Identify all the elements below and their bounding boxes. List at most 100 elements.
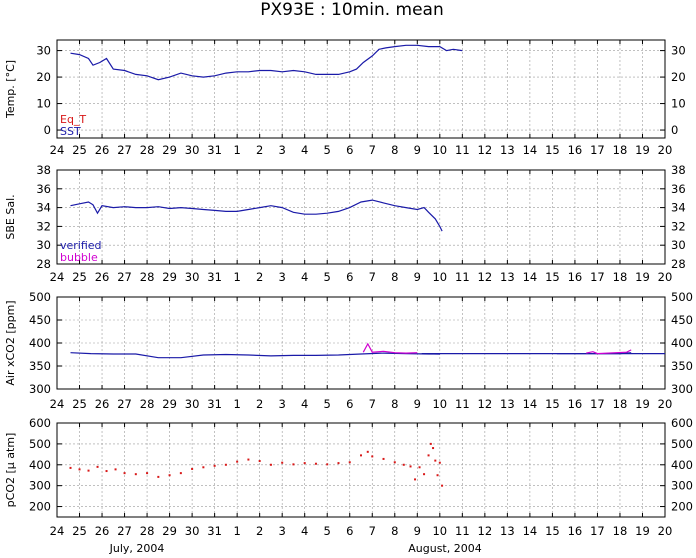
data-layer: [70, 342, 665, 359]
y-tick-label-left: 500: [29, 437, 51, 451]
data-point: [281, 461, 284, 464]
series-line-1: [70, 44, 463, 81]
data-point: [371, 455, 374, 458]
x-tick-label: 31: [207, 524, 222, 538]
plot-frame: [56, 296, 666, 390]
x-tick-label: 6: [346, 270, 353, 284]
y-axis-label: SBE Sal.: [4, 194, 17, 239]
x-tick-label: 27: [117, 524, 132, 538]
x-tick-label: 11: [455, 143, 470, 157]
x-tick-label: 17: [590, 270, 605, 284]
x-tick-label: 7: [369, 143, 376, 157]
data-point: [414, 478, 417, 481]
data-point: [134, 473, 137, 476]
y-tick-label-left: 200: [29, 500, 51, 514]
data-point: [78, 468, 81, 471]
y-tick-label-left: 20: [36, 70, 51, 84]
y-tick-label-right: 500: [671, 290, 693, 304]
y-tick-label-left: 350: [29, 359, 51, 373]
x-tick-label: 1: [233, 524, 240, 538]
x-tick-label: 24: [50, 524, 65, 538]
data-point: [429, 442, 432, 445]
x-tick-label: 13: [500, 524, 515, 538]
x-tick-label: 15: [545, 397, 560, 411]
x-tick-label: 28: [140, 270, 155, 284]
y-tick-label-right: 450: [671, 313, 693, 327]
series-line-6: [586, 349, 632, 355]
x-tick-label: 8: [391, 270, 398, 284]
data-point: [436, 474, 439, 477]
y-tick-label-left: 400: [29, 458, 51, 472]
data-point: [269, 463, 272, 466]
x-tick-label: 9: [414, 143, 421, 157]
data-point: [432, 447, 435, 450]
data-point: [123, 472, 126, 475]
plot-frame: [56, 39, 666, 139]
x-tick-label: 13: [500, 397, 515, 411]
x-tick-label: 6: [346, 397, 353, 411]
x-tick-label: 30: [185, 524, 200, 538]
data-point: [393, 461, 396, 464]
x-tick-label: 16: [568, 397, 583, 411]
x-tick-label: 25: [72, 524, 87, 538]
y-tick-label-right: 28: [671, 257, 686, 271]
x-tick-label: 5: [324, 143, 331, 157]
y-tick-label-right: 200: [671, 500, 693, 514]
legend-entry: verified: [60, 239, 102, 252]
y-tick-label-right: 400: [671, 336, 693, 350]
x-tick-label: 2: [256, 270, 263, 284]
x-tick-label: 24: [50, 397, 65, 411]
x-tick-label: 12: [478, 270, 493, 284]
x-tick-label: 30: [185, 397, 200, 411]
x-tick-label: 12: [478, 143, 493, 157]
x-tick-label: 16: [568, 524, 583, 538]
data-layer: [69, 442, 444, 487]
x-tick-label: 30: [185, 143, 200, 157]
y-tick-label-left: 450: [29, 313, 51, 327]
month-label-july: July, 2004: [109, 542, 165, 555]
x-tick-label: 18: [613, 524, 628, 538]
series-line-1: [70, 352, 440, 359]
y-axis-label: pCO2 [μ atm]: [4, 433, 17, 508]
data-point: [427, 454, 430, 457]
y-tick-label-left: 38: [36, 163, 51, 177]
x-tick-label: 2: [256, 143, 263, 157]
x-tick-label: 25: [72, 270, 87, 284]
y-tick-label-left: 34: [36, 201, 51, 215]
data-point: [382, 457, 385, 460]
x-tick-label: 20: [658, 524, 673, 538]
x-tick-label: 18: [613, 143, 628, 157]
x-tick-label: 1: [233, 143, 240, 157]
data-point: [179, 472, 182, 475]
x-tick-label: 8: [391, 524, 398, 538]
data-point: [326, 463, 329, 466]
panel-2: 24 25 26 27 28 29 30 31 1 2 3 4 5 6 7 8 9 10 11 12 13 14 15 16 1…: [4, 163, 686, 284]
data-point: [423, 473, 426, 476]
legend-entry: bubble: [60, 251, 98, 264]
x-tick-label: 25: [72, 143, 87, 157]
x-tick-label: 24: [50, 143, 65, 157]
y-tick-label-left: 30: [36, 44, 51, 58]
data-point: [87, 469, 90, 472]
x-tick-label: 12: [478, 524, 493, 538]
data-point: [168, 474, 171, 477]
panel-3: 24 25 26 27 28 29 30 31 1 2 3 4 5 6 7 8 9 10 11 12 13 14 15 16 1…: [4, 290, 693, 411]
x-tick-label: 14: [523, 143, 538, 157]
x-tick-label: 27: [117, 397, 132, 411]
x-tick-label: 19: [635, 270, 650, 284]
x-tick-label: 28: [140, 143, 155, 157]
x-tick-label: 19: [635, 524, 650, 538]
y-tick-label-right: 400: [671, 458, 693, 472]
data-point: [105, 470, 108, 473]
data-point: [247, 458, 250, 461]
data-point: [202, 466, 205, 469]
x-tick-label: 6: [346, 143, 353, 157]
y-tick-label-left: 36: [36, 182, 51, 196]
data-point: [69, 466, 72, 469]
y-axis-label: Air xCO2 [ppm]: [4, 300, 17, 385]
data-point: [146, 472, 149, 475]
legend-entry: SST: [60, 125, 81, 138]
x-tick-label: 14: [523, 270, 538, 284]
x-tick-label: 29: [162, 270, 177, 284]
